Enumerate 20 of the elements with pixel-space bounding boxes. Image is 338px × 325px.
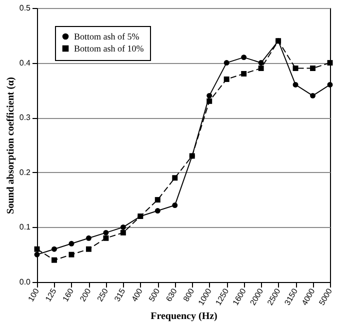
- y-tick-label: 0.0: [19, 278, 32, 286]
- x-tick-label: 315: [112, 286, 128, 304]
- x-axis-title: Frequency (Hz): [150, 310, 218, 322]
- x-tick-label: 500: [147, 286, 162, 304]
- x-tick-label: 400: [130, 286, 145, 304]
- x-tick-label: 200: [78, 286, 93, 304]
- y-tick-label: 0.2: [19, 168, 32, 177]
- legend-label: Bottom ash of 5%: [74, 32, 140, 42]
- y-tick-label: 0.1: [19, 222, 32, 232]
- y-tick-label: 0.4: [19, 58, 32, 68]
- y-tick-label: 0.5: [19, 4, 32, 12]
- x-tick-label: 160: [60, 286, 76, 304]
- x-tick-label: 100: [26, 286, 42, 304]
- y-tick-label: 0.3: [19, 113, 32, 122]
- x-tick-label: 250: [95, 286, 110, 304]
- legend-label: Bottom ash of 10%: [74, 44, 144, 54]
- x-tick-label: 630: [164, 286, 180, 304]
- y-axis-title: Sound absorption coefficient (α): [5, 77, 16, 214]
- x-tick-label: 125: [44, 286, 58, 304]
- x-tick-label: 800: [182, 286, 196, 304]
